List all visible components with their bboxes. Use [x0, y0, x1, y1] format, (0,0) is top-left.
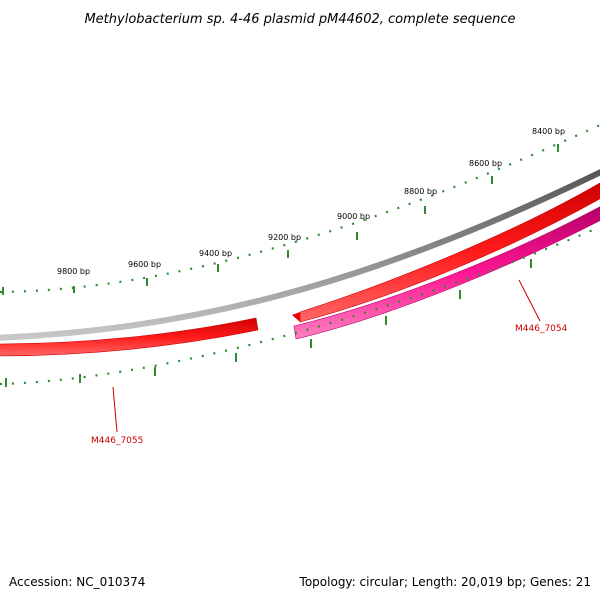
gene-label-7055[interactable]: M446_7055 [91, 436, 143, 446]
tick-label-9200: 9200 bp [268, 233, 301, 242]
gene-forward-arc [299, 182, 600, 323]
tick-label-9400: 9400 bp [199, 249, 232, 258]
tick-label-9800: 9800 bp [57, 267, 90, 276]
tick-label-8600: 8600 bp [469, 159, 502, 168]
backbone-arc [0, 169, 600, 341]
map-title: Methylobacterium sp. 4-46 plasmid pM4460… [84, 12, 515, 27]
inner-major-ticks [5, 259, 532, 387]
tick-label-9600: 9600 bp [128, 260, 161, 269]
outer-major-ticks [2, 144, 559, 295]
tick-label-8400: 8400 bp [532, 127, 565, 136]
gene-pink-arc [293, 206, 600, 340]
gene-label-7054[interactable]: M446_7054 [515, 324, 568, 334]
summary-text: Topology: circular; Length: 20,019 bp; G… [299, 575, 591, 589]
tick-label-9000: 9000 bp [337, 212, 370, 221]
gene-label-leader-7054 [518, 279, 541, 322]
accession-text: Accession: NC_010374 [9, 575, 145, 589]
tick-label-8800: 8800 bp [404, 187, 437, 196]
gene-reverse-arc [0, 317, 259, 357]
gene-label-leader-7055 [112, 386, 118, 433]
gene-forward-arrowhead [292, 312, 300, 322]
inner-tick-ring [0, 225, 600, 386]
